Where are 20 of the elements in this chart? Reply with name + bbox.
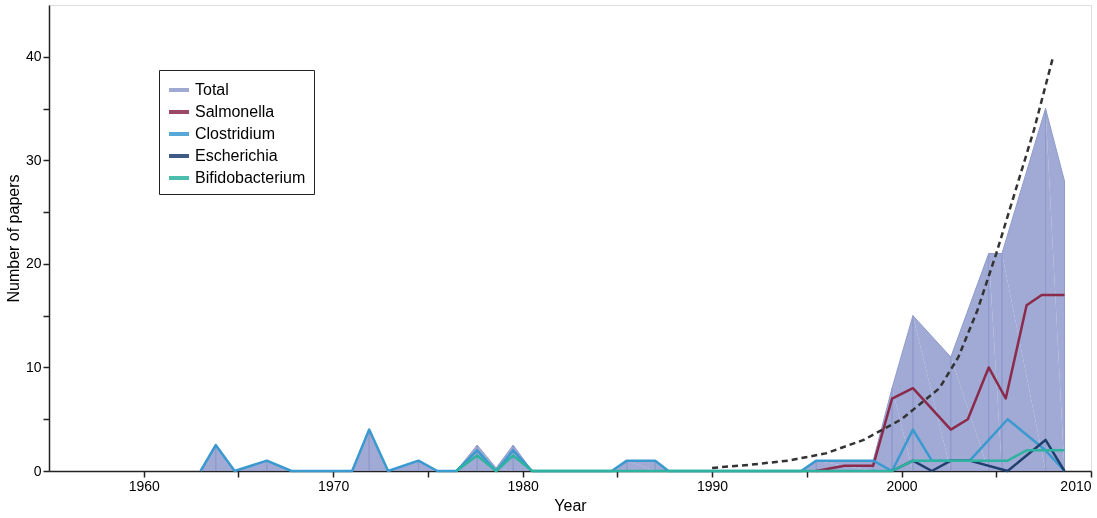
x-tick-label: 1960 [128, 477, 161, 494]
line-series [815, 293, 1066, 473]
y-tick-label: 40 [25, 48, 42, 65]
legend-label: Bifidobacterium [195, 169, 306, 186]
y-tick-label: 20 [25, 255, 42, 272]
y-tick-label: 0 [33, 462, 42, 479]
y-tick-label: 10 [25, 358, 42, 375]
legend-label: Salmonella [195, 103, 275, 120]
legend-label: Escherichia [195, 147, 278, 164]
line-series [455, 449, 1066, 473]
x-tick-label: 1990 [697, 477, 729, 494]
y-tick-label: 30 [25, 151, 42, 168]
x-tick-label: 2000 [886, 477, 918, 494]
x-tick-label: 1970 [318, 477, 350, 494]
x-axis-title: Year [554, 496, 588, 514]
x-tick-label: 2010 [1060, 477, 1092, 494]
y-axis-title: Number of papers [4, 174, 22, 303]
legend-label: Clostridium [195, 125, 276, 142]
x-tick-label: 1980 [507, 477, 539, 494]
legend-label: Total [195, 81, 229, 98]
